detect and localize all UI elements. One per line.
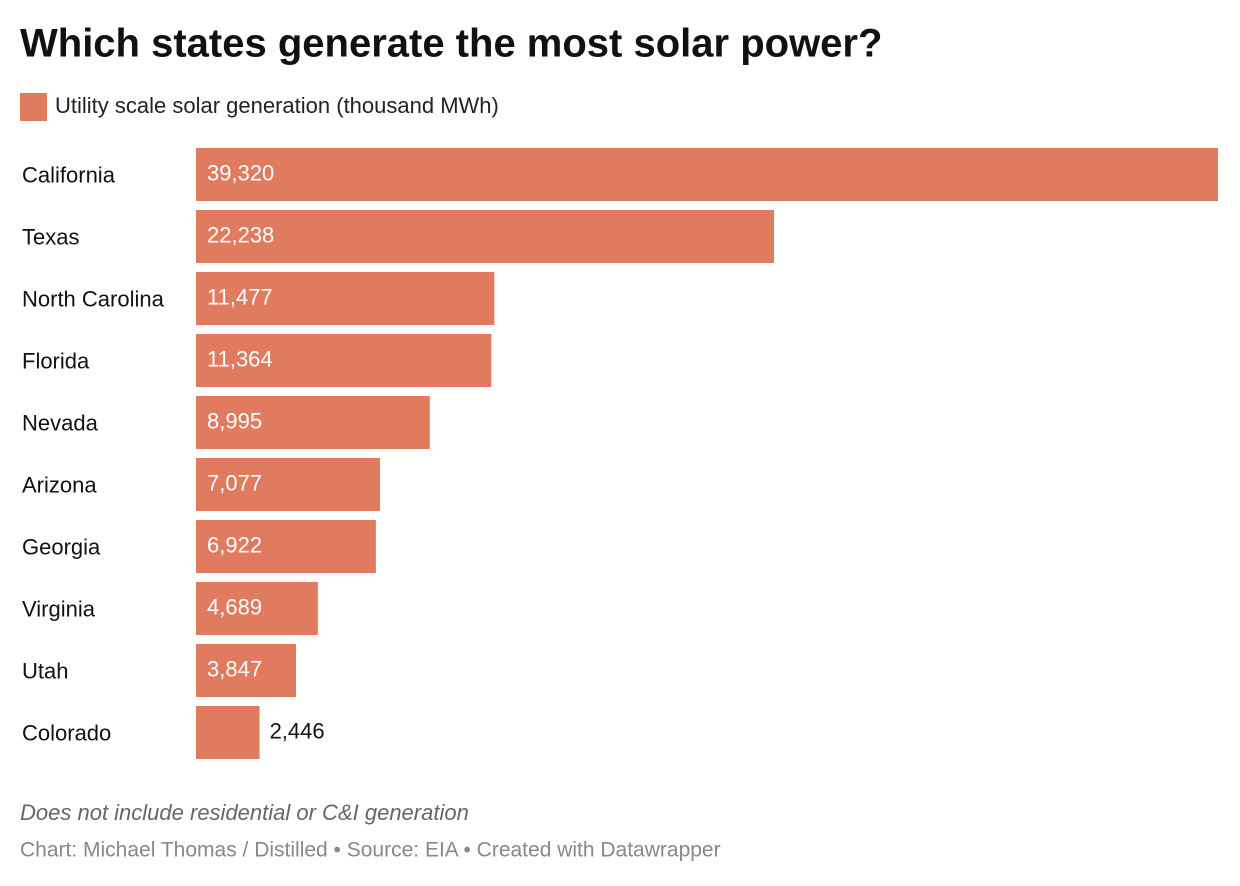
legend-label: Utility scale solar generation (thousand… — [55, 93, 499, 118]
note: Does not include residential or C&I gene… — [20, 800, 469, 825]
bar — [196, 458, 380, 511]
bar — [196, 644, 296, 697]
bar — [196, 396, 430, 449]
category-label: California — [22, 162, 116, 187]
value-label: 22,238 — [207, 222, 274, 247]
bar — [196, 210, 775, 263]
value-label: 8,995 — [207, 408, 262, 433]
value-label: 4,689 — [207, 594, 262, 619]
legend-swatch — [20, 93, 47, 121]
category-label: Nevada — [22, 410, 99, 435]
value-label: 2,446 — [270, 718, 325, 743]
bar — [196, 706, 260, 759]
bar — [196, 148, 1218, 201]
value-label: 6,922 — [207, 532, 262, 557]
value-label: 11,477 — [207, 284, 273, 309]
category-label: Virginia — [22, 596, 96, 621]
footer: Chart: Michael Thomas / Distilled • Sour… — [20, 839, 721, 862]
bar — [196, 334, 492, 387]
value-label: 11,364 — [207, 346, 273, 371]
bar — [196, 582, 318, 635]
bar — [196, 272, 495, 325]
value-label: 39,320 — [207, 160, 274, 185]
category-label: Florida — [22, 348, 90, 373]
value-label: 7,077 — [207, 470, 262, 495]
category-label: North Carolina — [22, 286, 165, 311]
category-label: Arizona — [22, 472, 97, 497]
category-label: Colorado — [22, 720, 111, 745]
value-label: 3,847 — [207, 656, 262, 681]
chart-title: Which states generate the most solar pow… — [20, 22, 882, 66]
category-label: Georgia — [22, 534, 101, 559]
bar — [196, 520, 376, 573]
category-label: Texas — [22, 224, 79, 249]
category-label: Utah — [22, 658, 68, 683]
